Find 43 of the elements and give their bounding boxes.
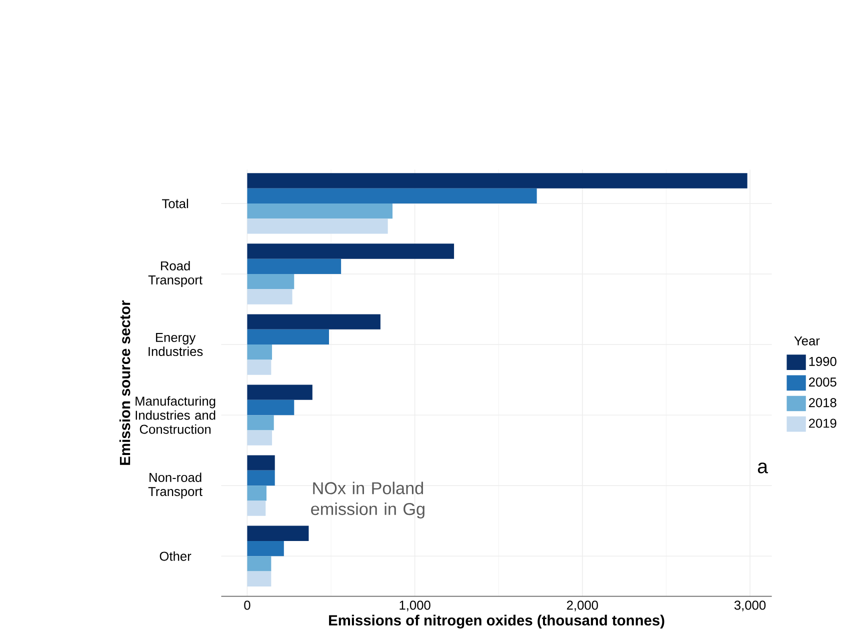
x-axis-title: Emissions of nitrogen oxides (thousand tonnes) — [329, 614, 664, 629]
bar — [247, 188, 537, 204]
bar — [247, 486, 266, 501]
bar — [247, 384, 312, 400]
y-tick-label: Energy Industries — [148, 333, 203, 356]
x-tick-label: 3,000 — [734, 600, 766, 612]
bar — [247, 541, 284, 556]
x-tick-label: 1,000 — [400, 600, 430, 612]
bar — [247, 244, 454, 260]
legend-label: 2005 — [808, 378, 836, 387]
bar — [247, 360, 272, 376]
bar — [247, 330, 329, 345]
bar — [247, 289, 292, 305]
legend-label: 2018 — [808, 398, 836, 408]
y-tick-label: Other — [160, 552, 192, 562]
bar — [247, 415, 274, 430]
bar — [247, 470, 275, 486]
bar — [247, 556, 272, 572]
y-tick-label: Total — [162, 198, 188, 208]
x-tick-label: 0 — [244, 600, 250, 610]
y-tick-label: Non-road Transport — [148, 472, 202, 499]
x-tick-label: 2,000 — [566, 600, 598, 612]
annotation: a — [758, 462, 768, 474]
legend-label: 1990 — [809, 357, 836, 366]
bar — [247, 500, 266, 516]
bar — [247, 274, 294, 290]
bar — [247, 173, 748, 189]
bar — [247, 259, 342, 274]
bar — [247, 430, 272, 446]
legend-label: 2019 — [808, 418, 836, 428]
bar — [247, 314, 380, 330]
bar — [247, 204, 393, 219]
bar — [247, 344, 272, 360]
y-tick-label: Manufacturing Industries and Construction — [136, 396, 216, 434]
annotation: NOx in Poland emission in Gg — [311, 482, 424, 519]
legend-title: Year — [794, 336, 820, 346]
bar — [247, 526, 309, 542]
bar — [247, 455, 275, 471]
bar — [247, 218, 388, 234]
y-tick-label: Road Transport — [148, 261, 202, 288]
bar — [247, 400, 294, 416]
bar — [247, 571, 272, 587]
y-axis-title: Emission source sector — [119, 300, 130, 466]
